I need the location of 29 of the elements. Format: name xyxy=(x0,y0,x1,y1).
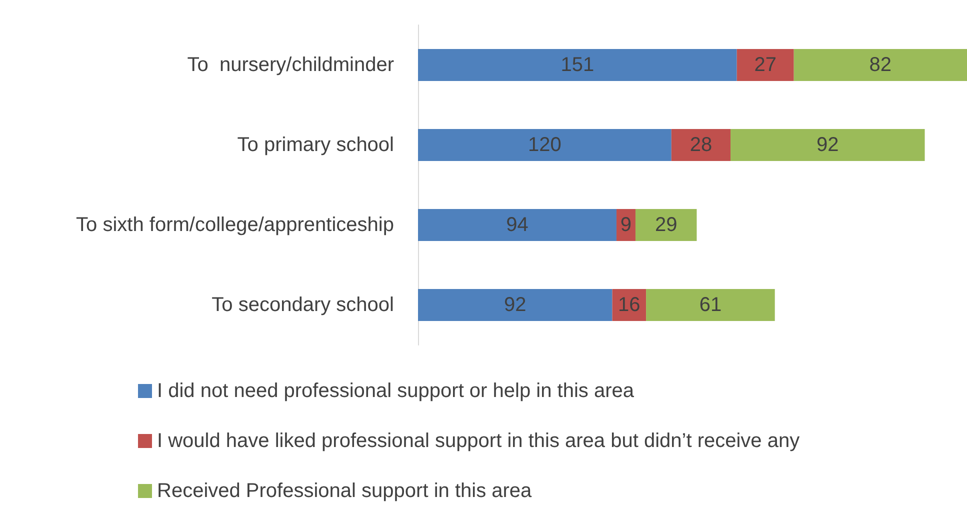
legend-label: Received Professional support in this area xyxy=(157,480,533,502)
data-label: 28 xyxy=(690,134,712,156)
data-label: 9 xyxy=(620,214,632,236)
data-label: 92 xyxy=(504,294,526,316)
data-label: 27 xyxy=(754,54,776,76)
data-label: 94 xyxy=(506,214,528,236)
data-label: 120 xyxy=(528,134,562,156)
bar xyxy=(794,49,967,81)
y-tick-label: To secondary school xyxy=(212,294,394,316)
bar xyxy=(418,209,616,241)
bar xyxy=(635,209,697,241)
bar xyxy=(736,49,794,81)
data-label: 92 xyxy=(816,134,839,156)
y-tick-label: To nursery/childminder xyxy=(187,54,394,76)
data-label: 16 xyxy=(618,294,640,316)
data-label: 151 xyxy=(560,54,594,76)
bar xyxy=(418,129,672,161)
data-label: 61 xyxy=(699,294,722,316)
data-label: 82 xyxy=(869,54,892,76)
y-tick-label: To sixth form/college/apprenticeship xyxy=(76,214,394,236)
legend-label: I did not need professional support or help in this area xyxy=(157,380,635,402)
bar xyxy=(671,129,731,161)
data-label: 29 xyxy=(654,214,678,236)
y-tick-label: To primary school xyxy=(237,134,394,156)
bar xyxy=(418,289,612,321)
bar xyxy=(418,49,737,81)
legend-label: I would have liked professional support in this area but didn’t receive any xyxy=(157,430,800,452)
bar xyxy=(646,289,775,321)
bar xyxy=(730,129,925,161)
